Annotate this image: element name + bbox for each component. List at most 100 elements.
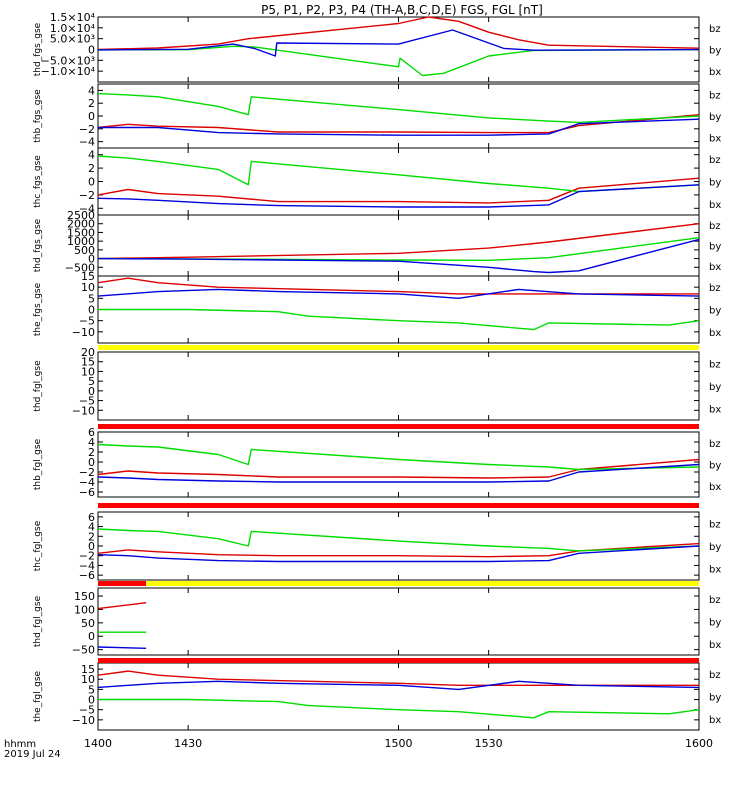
- legend-by: by: [709, 112, 721, 123]
- legend-bx: bx: [709, 565, 721, 576]
- y-tick-label: 2: [88, 162, 95, 175]
- plot-title: P5, P1, P2, P3, P4 (TH-A,B,C,D,E) FGS, F…: [261, 3, 543, 17]
- panel-frame: [97, 431, 700, 498]
- legend-bz: bz: [709, 359, 721, 370]
- y-tick-label: −10: [72, 404, 95, 417]
- legend-bz: bz: [709, 439, 721, 450]
- series-bx-line: [97, 29, 700, 57]
- legend-bz: bz: [709, 519, 721, 530]
- y-axis-label: the_fgl_gse: [33, 670, 43, 722]
- y-tick-label: 2: [88, 530, 95, 543]
- series-bz-line: [97, 223, 700, 260]
- y-tick-label: 4: [88, 149, 95, 162]
- series-bx-line: [97, 463, 700, 483]
- y-tick-label: 5.0×10³: [50, 33, 95, 46]
- panel-frame: [97, 351, 700, 421]
- y-tick-label: 0: [88, 540, 95, 553]
- series-bx-line: [97, 680, 700, 691]
- y-tick-label: 150: [74, 590, 95, 603]
- panel-frame: [97, 662, 700, 731]
- panel-frame: [97, 587, 700, 656]
- flag-bar-red: [98, 658, 699, 663]
- panel-frame: [97, 214, 700, 277]
- y-tick-label: −6: [79, 569, 95, 582]
- y-tick-label: 2: [88, 97, 95, 110]
- y-tick-label: 15: [81, 663, 95, 676]
- y-tick-label: −10: [72, 326, 95, 339]
- series-bz-line: [97, 542, 700, 558]
- legend-bx: bx: [709, 328, 721, 339]
- y-tick-label: −5: [79, 395, 95, 408]
- y-tick-label: −1.0×10⁴: [41, 65, 96, 78]
- series-by-line: [97, 45, 700, 77]
- series-bz-line: [97, 458, 700, 479]
- x-axis: 1400 1430 1500 1530 1600: [84, 737, 713, 750]
- series-bx-line: [97, 545, 700, 563]
- series-bx-line: [97, 184, 700, 208]
- footer-date: 2019 Jul 24: [4, 749, 61, 760]
- y-tick-label: 2000: [67, 218, 95, 231]
- legend-bx: bx: [709, 133, 721, 144]
- flag-bar-red: [98, 424, 699, 429]
- y-tick-label: −6: [79, 486, 95, 499]
- series-by-line: [98, 308, 700, 331]
- panel-frame: [97, 83, 700, 149]
- panel-frame: [97, 511, 700, 581]
- y-axis-label: thd_fgs_gse: [33, 22, 43, 76]
- flag-bar-yellow: [146, 581, 699, 586]
- series-bx-line: [97, 646, 147, 649]
- y-axis-label: thb_fgs_gse: [33, 89, 43, 143]
- y-tick-label: 50: [81, 617, 95, 630]
- y-tick-label: 0: [88, 110, 95, 123]
- y-tick-label: 4: [88, 84, 95, 97]
- footer-hhmm: hhmm: [4, 739, 36, 750]
- series-bz-line: [97, 277, 699, 295]
- y-tick-label: 5: [88, 683, 95, 696]
- y-tick-label: 10: [81, 673, 95, 686]
- legend-by: by: [709, 306, 721, 317]
- series-bx-line: [97, 238, 700, 274]
- y-tick-label: −2: [79, 189, 95, 202]
- y-axis-label: thd_fgl_gse: [33, 595, 43, 647]
- legend-bx: bx: [709, 262, 721, 273]
- panels: −1.0×10⁴−5.0×10³05.0×10³1.0×10⁴1.5×10⁴th…: [33, 11, 721, 731]
- flag-bar-red: [98, 581, 147, 586]
- y-tick-label: 4: [88, 521, 95, 534]
- flag-bar-yellow: [98, 345, 699, 350]
- y-tick-label: 4: [88, 436, 95, 449]
- y-tick-label: −5: [79, 704, 95, 717]
- y-tick-label: −4: [79, 202, 95, 215]
- y-tick-label: −4: [79, 559, 95, 572]
- series-by-line: [97, 155, 700, 193]
- y-tick-label: 0: [88, 253, 95, 266]
- legend-bx: bx: [709, 715, 721, 726]
- series-by-line: [98, 698, 700, 719]
- legend-by: by: [709, 178, 721, 189]
- series-by-line: [97, 443, 700, 471]
- legend-bx: bx: [709, 405, 721, 416]
- legend-bz: bz: [709, 221, 721, 232]
- panel-frame: [97, 147, 700, 216]
- y-tick-label: 15: [81, 356, 95, 369]
- flag-bars: [98, 345, 699, 663]
- y-tick-label: 10: [81, 365, 95, 378]
- y-tick-label: 1.0×10⁴: [50, 22, 96, 35]
- y-tick-label: 6: [88, 426, 95, 439]
- y-tick-label: 0: [88, 694, 95, 707]
- y-tick-label: 10: [81, 281, 95, 294]
- series-bz-line: [97, 177, 700, 204]
- legend-by: by: [709, 618, 721, 629]
- legend-bx: bx: [709, 482, 721, 493]
- y-axis-label: thd_fgs_gse: [33, 218, 43, 272]
- y-tick-label: 0: [88, 44, 95, 57]
- legend-bz: bz: [709, 155, 721, 166]
- y-tick-label: −500: [65, 261, 95, 274]
- y-tick-label: −4: [79, 476, 95, 489]
- y-axis-label: the_fgs_gse: [33, 282, 43, 336]
